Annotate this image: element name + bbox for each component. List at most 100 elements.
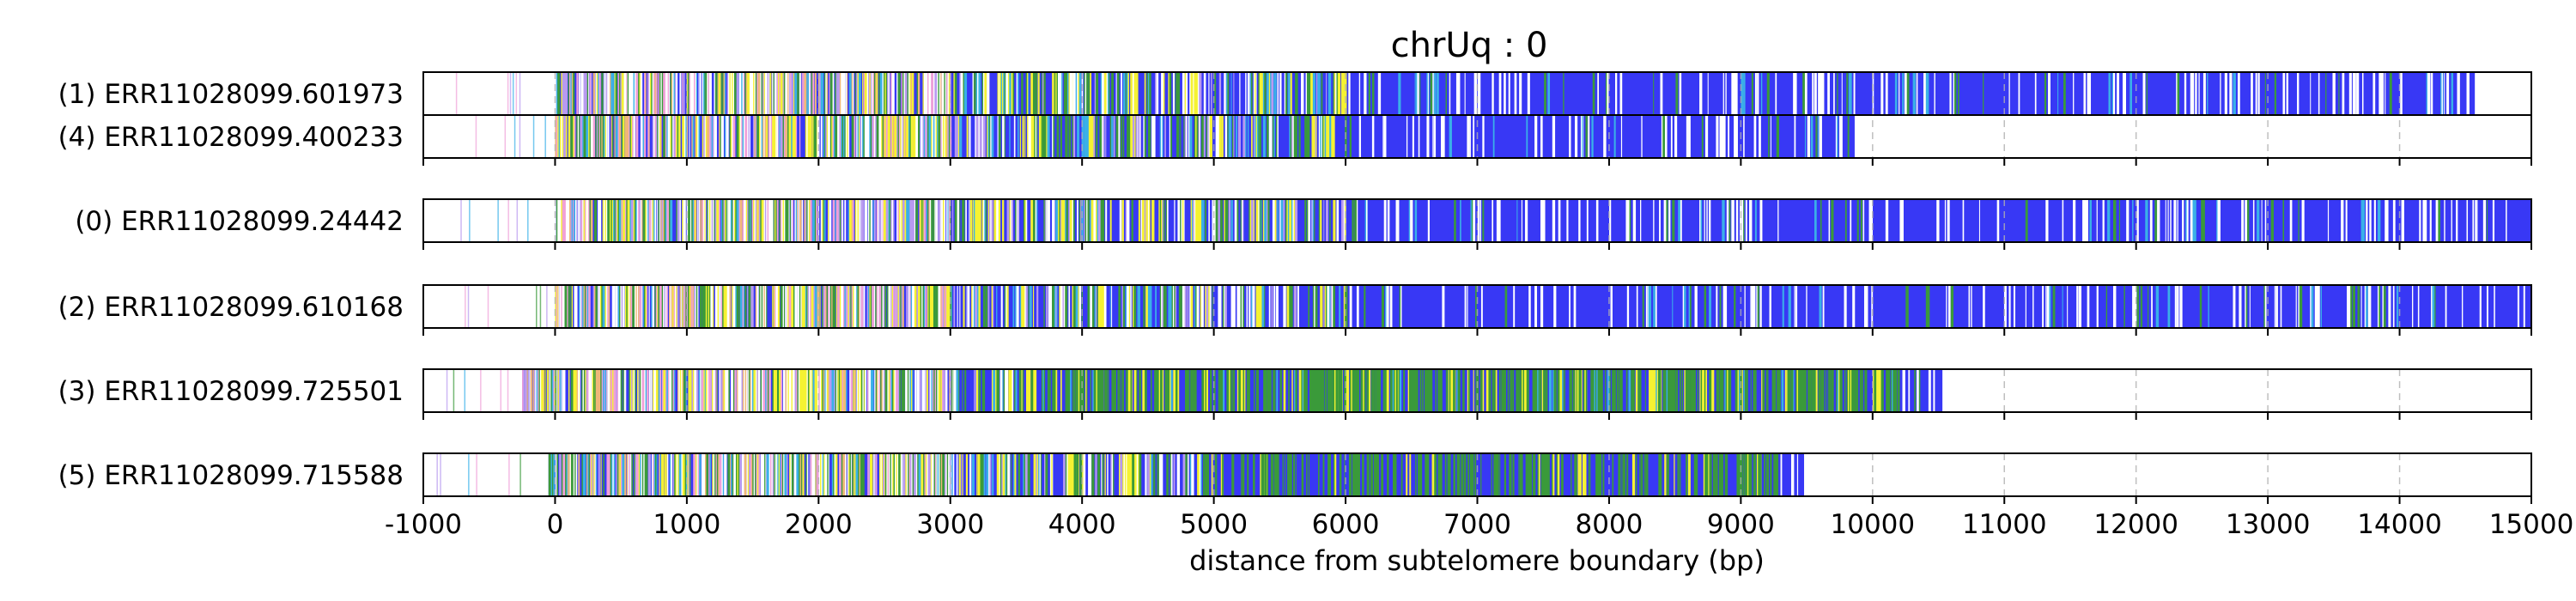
read-segment (934, 115, 937, 158)
read-segment (1691, 369, 1693, 412)
read-segment (1081, 199, 1084, 242)
read-segment (943, 199, 945, 242)
read-segment (544, 115, 546, 158)
read-segment (683, 72, 685, 115)
read-segment (1728, 369, 1732, 412)
read-segment (595, 72, 598, 115)
read-segment (739, 285, 743, 328)
read-segment (1770, 453, 1772, 496)
read-segment (760, 72, 762, 115)
read-segment (952, 369, 954, 412)
read-segment (690, 199, 692, 242)
read-segment (1133, 369, 1137, 412)
read-segment (564, 285, 568, 328)
read-segment (857, 115, 860, 158)
read-segment (756, 453, 758, 496)
read-segment (1200, 453, 1202, 496)
read-segment (623, 115, 625, 158)
read-segment (659, 199, 661, 242)
read-segment (1725, 285, 1728, 328)
read-segment (1242, 369, 1245, 412)
read-segment (1252, 285, 1255, 328)
read-segment (963, 285, 965, 328)
read-segment (825, 72, 828, 115)
read-segment (1349, 369, 1352, 412)
read-segment (1655, 285, 1657, 328)
read-segment (1436, 72, 1439, 115)
read-segment (927, 199, 929, 242)
read-segment (902, 285, 904, 328)
read-segment (836, 369, 838, 412)
read-segment (827, 453, 829, 496)
read-segment (1183, 199, 1185, 242)
read-segment (869, 72, 872, 115)
read-segment (1136, 115, 1139, 158)
read-segment (1694, 285, 1698, 328)
read-segment (2233, 285, 2235, 328)
read-segment (1653, 199, 1655, 242)
read-segment (1522, 369, 1528, 412)
read-segment (769, 115, 773, 158)
read-segment (1740, 369, 1742, 412)
read-segment (1067, 453, 1075, 496)
read-segment (1048, 115, 1050, 158)
read-segment (946, 285, 949, 328)
read-segment (1741, 72, 1744, 115)
read-segment (1224, 72, 1226, 115)
read-segment (569, 72, 571, 115)
read-segment (885, 72, 889, 115)
read-segment (1194, 115, 1196, 158)
read-segment (990, 115, 992, 158)
read-segment (654, 199, 657, 242)
read-segment (576, 199, 578, 242)
read-segment (1958, 72, 1959, 115)
read-segment (968, 285, 970, 328)
read-segment (672, 285, 674, 328)
read-segments (436, 453, 1805, 496)
read-segment (875, 369, 878, 412)
read-segment (1934, 72, 1935, 115)
read-segment (594, 453, 596, 496)
read-segment (1167, 199, 1169, 242)
read-segment (1354, 369, 1357, 412)
read-segment (1308, 285, 1310, 328)
read-segment (942, 453, 945, 496)
read-segment (615, 72, 617, 115)
read-segment (786, 72, 788, 115)
read-segment (629, 199, 631, 242)
read-segment (763, 72, 766, 115)
read-segment (1767, 369, 1769, 412)
read-segment (2140, 285, 2142, 328)
read-segment (582, 369, 585, 412)
read-segment (1582, 115, 1583, 158)
read-segment (588, 199, 590, 242)
read-segment (975, 115, 979, 158)
read-segment (544, 369, 546, 412)
read-segment (1111, 72, 1114, 115)
read-segment (1478, 369, 1479, 412)
read-segment (562, 453, 565, 496)
read-segment (1189, 72, 1192, 115)
read-segment (1514, 72, 1517, 115)
read-segment (766, 285, 768, 328)
read-segment (775, 115, 777, 158)
read-segment (1358, 72, 1361, 115)
read-segment (1493, 453, 1496, 496)
read-segment (1716, 285, 1718, 328)
read-segment (1876, 369, 1880, 412)
read-segment (685, 453, 689, 496)
read-segment (1504, 453, 1507, 496)
read-segment (977, 453, 981, 496)
read-segment (538, 369, 540, 412)
read-segment (944, 115, 945, 158)
read-segment (611, 115, 613, 158)
read-segment (641, 453, 643, 496)
read-segment (1806, 285, 1807, 328)
read-segment (1096, 72, 1099, 115)
read-segment (1442, 115, 1445, 158)
read-segment (607, 199, 611, 242)
read-segment (1233, 285, 1236, 328)
read-segment (1111, 285, 1113, 328)
read-segment (1155, 72, 1157, 115)
read-segment (649, 453, 651, 496)
